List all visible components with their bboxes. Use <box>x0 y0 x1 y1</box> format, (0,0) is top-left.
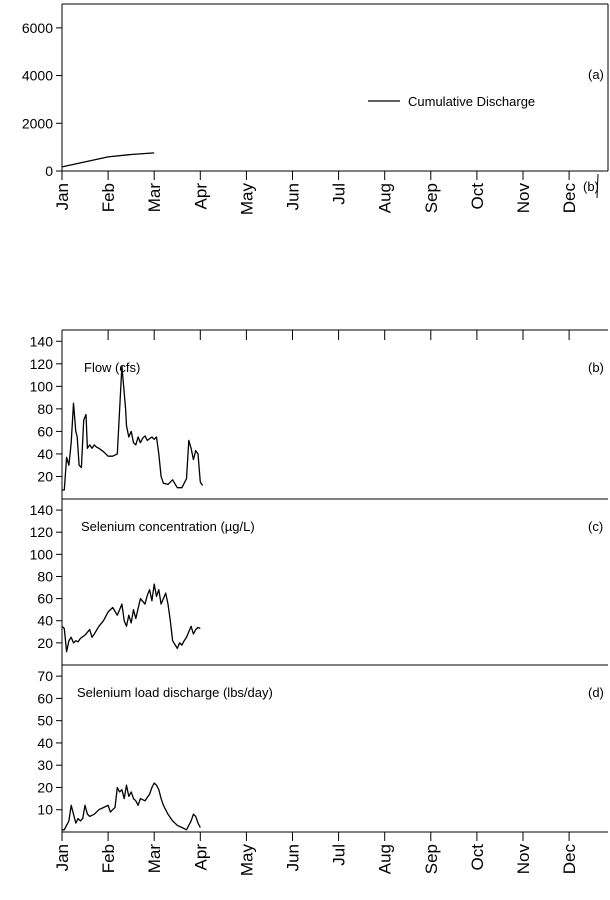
y-tick-label-b: 80 <box>37 401 53 417</box>
month-label-d: Jan <box>53 844 72 871</box>
y-tick-label-d: 50 <box>37 713 53 729</box>
month-label-a: Jun <box>284 183 303 210</box>
month-label-d: Apr <box>191 844 210 871</box>
month-label-d: Jul <box>330 844 349 866</box>
series-line-c <box>61 583 201 653</box>
month-label-a: Mar <box>145 183 164 213</box>
month-label-a: Feb <box>99 183 118 212</box>
month-label-a: May <box>237 183 256 216</box>
y-tick-label-b: 140 <box>30 333 54 349</box>
y-tick-label-b: 40 <box>37 446 53 462</box>
y-tick-label-c: 120 <box>30 524 54 540</box>
month-label-d: Sep <box>422 844 441 874</box>
month-label-a: Oct <box>468 183 487 210</box>
y-tick-label-b: 20 <box>37 468 53 484</box>
legend-label: Cumulative Discharge <box>408 94 535 109</box>
series-label-d: Selenium load discharge (lbs/day) <box>77 685 273 700</box>
y-tick-label-b: 60 <box>37 423 53 439</box>
series-label-c: Selenium concentration (µg/L) <box>81 519 255 534</box>
y-tick-label-a: 2000 <box>22 115 53 131</box>
stray-mark <box>596 173 599 199</box>
month-label-d: Aug <box>376 844 395 874</box>
y-tick-label-a: 6000 <box>22 20 53 36</box>
month-label-d: May <box>237 844 256 877</box>
y-tick-label-b: 100 <box>30 378 54 394</box>
month-label-a: Nov <box>514 183 533 214</box>
month-label-d: Nov <box>514 844 533 875</box>
panel-label-b: (b) <box>588 360 604 375</box>
series-label-b: Flow (cfs) <box>84 360 140 375</box>
y-tick-label-c: 100 <box>30 546 54 562</box>
month-label-d: Feb <box>99 844 118 873</box>
month-label-a: Apr <box>191 183 210 210</box>
y-tick-label-d: 40 <box>37 735 53 751</box>
y-tick-label-a: 4000 <box>22 68 53 84</box>
month-label-d: Oct <box>468 844 487 871</box>
panel-label-c: (c) <box>588 519 603 534</box>
y-tick-label-c: 140 <box>30 502 54 518</box>
month-label-a: Jul <box>330 183 349 205</box>
month-label-d: Mar <box>145 844 164 874</box>
month-label-d: Dec <box>560 844 579 875</box>
y-tick-label-c: 20 <box>37 635 53 651</box>
y-tick-label-d: 70 <box>37 668 53 684</box>
y-tick-label-d: 10 <box>37 802 53 818</box>
month-label-d: Jun <box>284 844 303 871</box>
y-tick-label-c: 60 <box>37 591 53 607</box>
y-tick-label-d: 20 <box>37 779 53 795</box>
panel-label-d: (d) <box>588 685 604 700</box>
y-tick-label-c: 80 <box>37 568 53 584</box>
month-label-a: Jan <box>53 183 72 210</box>
series-line-d <box>62 782 201 831</box>
series-line-a <box>61 152 155 168</box>
y-tick-label-b: 120 <box>30 356 54 372</box>
y-tick-label-d: 60 <box>37 690 53 706</box>
stray-panel-label: (b) <box>583 179 599 194</box>
month-label-a: Aug <box>376 183 395 213</box>
month-label-a: Sep <box>422 183 441 213</box>
series-line-b <box>62 365 204 491</box>
y-tick-label-a: 0 <box>45 163 53 179</box>
panel-label-a: (a) <box>588 67 604 82</box>
y-tick-label-d: 30 <box>37 757 53 773</box>
y-tick-label-c: 40 <box>37 613 53 629</box>
month-label-a: Dec <box>560 183 579 214</box>
